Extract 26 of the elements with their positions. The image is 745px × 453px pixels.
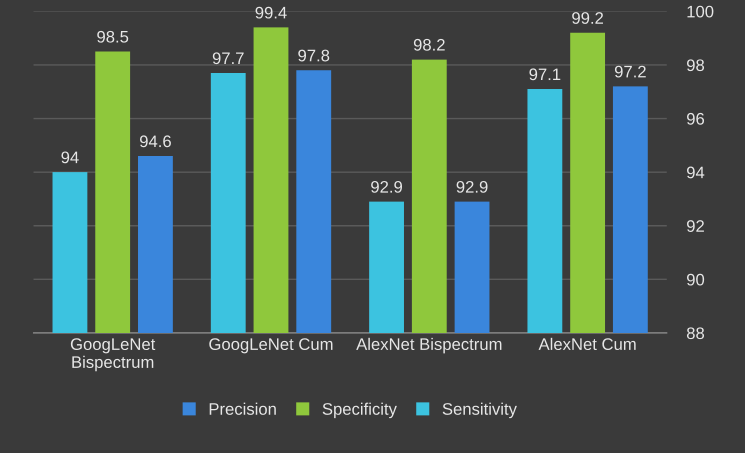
- data-label: 97.2: [614, 66, 646, 78]
- data-label: 94.6: [140, 135, 171, 148]
- data-label: 97.7: [212, 52, 244, 64]
- data-label: 99.4: [256, 6, 287, 19]
- data-label: 97.8: [298, 50, 330, 62]
- y-tick-label: 100: [687, 6, 714, 18]
- y-tick-label: 92: [687, 220, 704, 232]
- data-label: 97.1: [529, 68, 560, 80]
- y-tick-label: 94: [687, 166, 704, 178]
- legend-label: Precision: [210, 402, 276, 415]
- legend-label: Specificity: [322, 402, 397, 418]
- data-label: 99.2: [572, 12, 604, 24]
- data-label: 94: [61, 151, 79, 164]
- legend-label: Sensitivity: [442, 402, 517, 418]
- data-label: 92.9: [371, 180, 402, 193]
- y-tick-label: 96: [687, 112, 704, 125]
- data-label: 98.2: [414, 38, 445, 51]
- y-tick-label: 88: [686, 327, 704, 340]
- data-label: 92.9: [456, 180, 488, 193]
- x-tick-label: GoogLeNet Bispectrum: [70, 338, 156, 372]
- y-tick-label: 98: [687, 59, 704, 72]
- x-tick-label: GoogLeNet Cum: [209, 338, 332, 354]
- data-label: 98.5: [97, 30, 128, 43]
- x-tick-label: AlexNet Cum: [538, 338, 636, 350]
- x-tick-label: AlexNet Bispectrum: [356, 338, 502, 354]
- y-tick-label: 90: [687, 274, 704, 286]
